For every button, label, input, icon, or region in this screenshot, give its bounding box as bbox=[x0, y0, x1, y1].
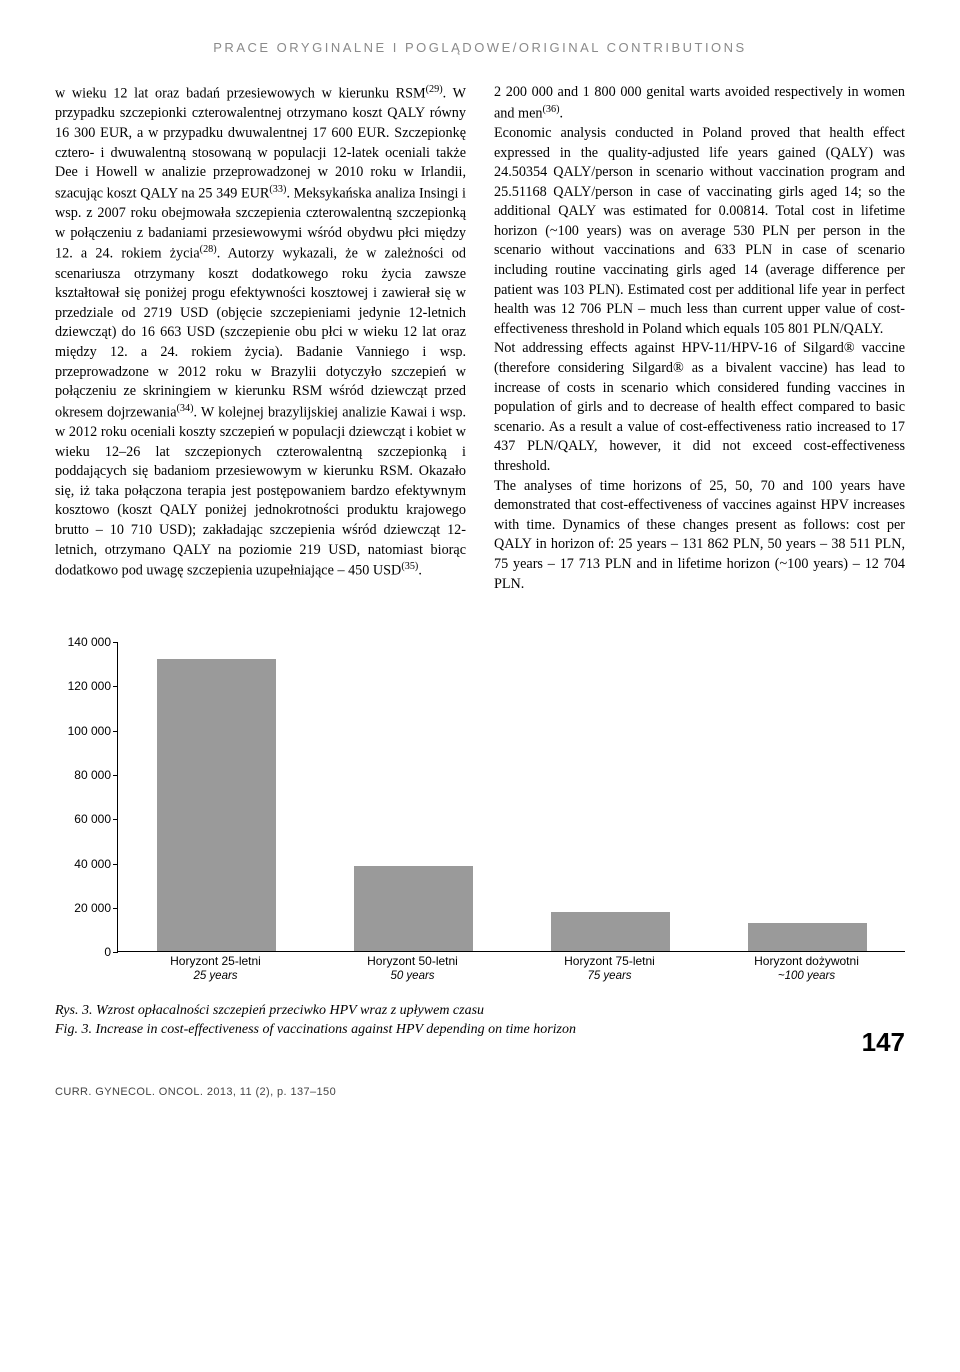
journal-footer: CURR. GYNECOL. ONCOL. 2013, 11 (2), p. 1… bbox=[55, 1086, 905, 1098]
figure-3: 020 00040 00060 00080 000100 000120 0001… bbox=[55, 642, 905, 1040]
plot-area bbox=[117, 642, 905, 952]
caption-polish: Rys. 3. Wzrost opłacalności szczepień pr… bbox=[55, 1002, 905, 1021]
right-column: 2 200 000 and 1 800 000 genital warts av… bbox=[494, 83, 905, 594]
x-label: Horyzont 75-letni75 years bbox=[564, 954, 655, 983]
y-tick-label: 20 000 bbox=[74, 901, 111, 915]
text-columns: w wieku 12 lat oraz badań przesiewowych … bbox=[55, 83, 905, 594]
y-tick-label: 40 000 bbox=[74, 857, 111, 871]
bar bbox=[354, 866, 472, 951]
bar bbox=[157, 659, 275, 951]
running-head: PRACE ORYGINALNE I POGLĄDOWE/ORIGINAL CO… bbox=[55, 40, 905, 55]
x-label: Horyzont dożywotni~100 years bbox=[754, 954, 859, 983]
left-column: w wieku 12 lat oraz badań przesiewowych … bbox=[55, 83, 466, 594]
y-tick-label: 80 000 bbox=[74, 768, 111, 782]
figure-captions: Rys. 3. Wzrost opłacalności szczepień pr… bbox=[55, 1002, 905, 1040]
y-tick-label: 120 000 bbox=[68, 679, 111, 693]
x-label: Horyzont 25-letni25 years bbox=[170, 954, 261, 983]
caption-english: Fig. 3. Increase in cost-effectiveness o… bbox=[55, 1021, 905, 1040]
x-axis-labels: Horyzont 25-letni25 years Horyzont 50-let… bbox=[117, 954, 905, 988]
journal-page: PRACE ORYGINALNE I POGLĄDOWE/ORIGINAL CO… bbox=[0, 0, 960, 1128]
y-axis: 020 00040 00060 00080 000100 000120 0001… bbox=[55, 642, 117, 952]
bar bbox=[551, 912, 669, 951]
y-tick-label: 60 000 bbox=[74, 812, 111, 826]
x-label: Horyzont 50-letni50 years bbox=[367, 954, 458, 983]
page-number: 147 bbox=[862, 1027, 905, 1058]
y-tick-label: 100 000 bbox=[68, 724, 111, 738]
bar-chart: 020 00040 00060 00080 000100 000120 0001… bbox=[55, 642, 905, 982]
y-tick-label: 140 000 bbox=[68, 635, 111, 649]
y-tick-label: 0 bbox=[104, 945, 111, 959]
bar bbox=[748, 923, 866, 951]
